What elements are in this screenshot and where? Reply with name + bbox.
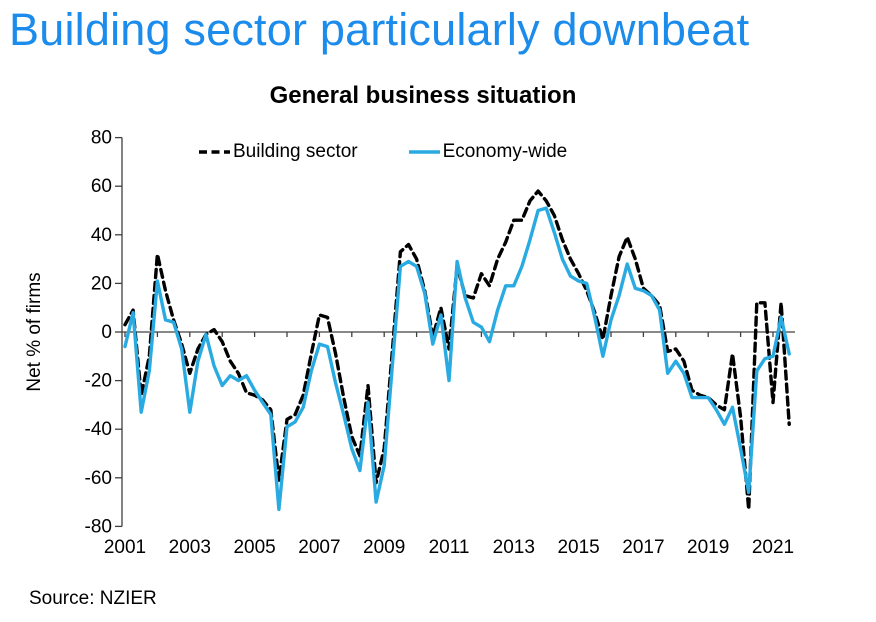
dashed-line-sample — [199, 150, 230, 154]
y-axis-title: Net % of firms — [24, 272, 45, 391]
x-tick-label: 2003 — [169, 537, 211, 558]
y-tick-label: 80 — [91, 128, 112, 149]
series-line-building-sector — [123, 189, 791, 512]
solid-line-sample — [408, 150, 440, 154]
legend-item-economy-wide: Economy-wide — [408, 141, 612, 163]
y-tick-label: 20 — [91, 273, 112, 294]
legend-label-economy-wide: Economy-wide — [442, 141, 568, 162]
x-tick-label: 2007 — [298, 537, 340, 558]
chart-legend: Building sector Economy-wide — [198, 141, 611, 163]
y-tick-label: -60 — [85, 468, 112, 489]
slide-title: Building sector particularly downbeat — [9, 4, 750, 55]
x-tick-label: 2019 — [687, 537, 729, 558]
source-note: Source: NZIER — [29, 588, 157, 609]
y-tick-label: 60 — [91, 176, 112, 197]
x-tick-label: 2015 — [557, 537, 599, 558]
x-tick-label: 2009 — [363, 537, 405, 558]
chart-title: General business situation — [269, 82, 577, 109]
x-tick-label: 2013 — [493, 537, 535, 558]
x-tick-label: 2017 — [622, 537, 664, 558]
x-tick-label: 2005 — [233, 537, 275, 558]
x-tick-label: 2021 — [752, 537, 794, 558]
x-tick-label: 2011 — [429, 537, 470, 558]
series-line-economy-wide — [123, 206, 791, 512]
y-tick-label: -40 — [85, 419, 112, 440]
legend-label-building-sector: Building sector — [233, 141, 358, 162]
legend-item-building-sector: Building sector — [198, 141, 402, 163]
x-tick-label: 2001 — [104, 537, 146, 558]
y-tick-label: 40 — [91, 225, 112, 246]
y-tick-label: 0 — [101, 322, 112, 343]
y-tick-label: -80 — [85, 516, 112, 537]
y-tick-label: -20 — [85, 371, 112, 392]
